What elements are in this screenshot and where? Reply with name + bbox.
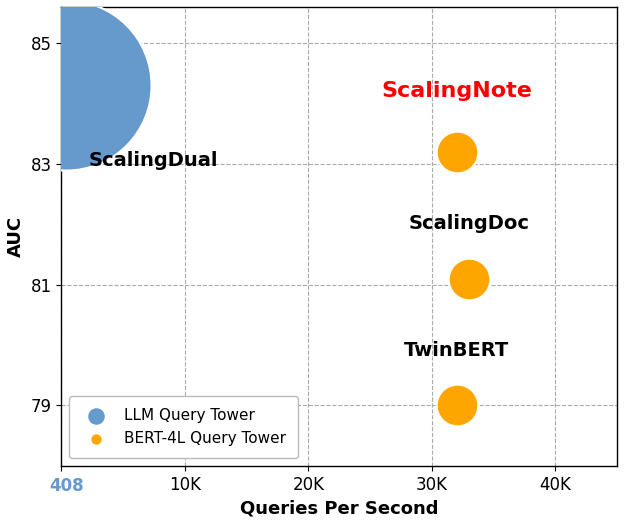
Point [61,81,71,90]
Text: TwinBERT: TwinBERT [404,341,509,360]
Legend: LLM Query Tower, BERT-4L Query Tower: LLM Query Tower, BERT-4L Query Tower [69,396,298,458]
Point [464,275,474,283]
Text: 408: 408 [49,477,84,495]
Text: ScalingDual: ScalingDual [89,151,218,170]
Text: ScalingNote: ScalingNote [381,81,532,101]
X-axis label: Queries Per Second: Queries Per Second [240,499,439,517]
Text: ScalingDoc: ScalingDoc [408,214,529,233]
Y-axis label: AUC: AUC [7,216,25,257]
Point [452,148,462,156]
Point [452,401,462,410]
